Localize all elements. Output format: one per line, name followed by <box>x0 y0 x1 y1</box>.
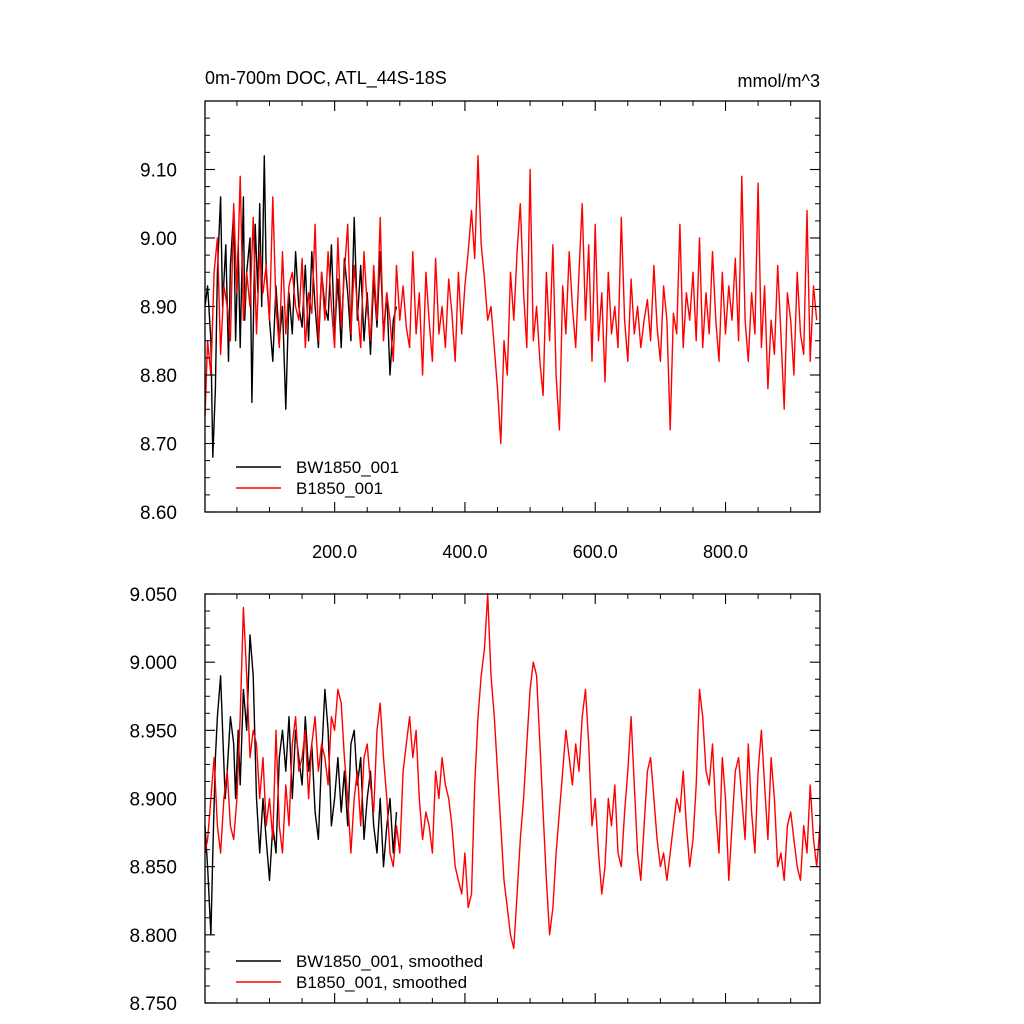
legend-label-b1850-smoothed: B1850_001, smoothed <box>296 973 467 992</box>
y-tick-label: 8.800 <box>129 926 177 947</box>
series-line-b1850-001-smoothed <box>204 593 821 950</box>
y-tick-label: 8.750 <box>129 994 177 1015</box>
legend-label-bw1850: BW1850_001 <box>296 458 399 477</box>
bottom-panel: 8.750 8.800 8.850 8.900 8.950 9.000 9.050 BW18… <box>129 585 821 1015</box>
y-tick-label: 8.850 <box>129 858 177 879</box>
legend-label-b1850: B1850_001 <box>296 479 383 498</box>
y-tick-label: 8.80 <box>140 366 177 387</box>
top-panel-units: mmol/m^3 <box>738 71 820 91</box>
y-tick-label: 8.70 <box>140 435 177 456</box>
top-panel-title: 0m-700m DOC, ATL_44S-18S <box>205 68 447 89</box>
x-tick-label: 800.0 <box>703 542 748 562</box>
y-tick-label: 9.10 <box>140 161 177 182</box>
legend-label-bw1850-smoothed: BW1850_001, smoothed <box>296 952 483 971</box>
bottom-panel-legend: BW1850_001, smoothed B1850_001, smoothed <box>236 952 483 992</box>
y-tick-label: 8.90 <box>140 298 177 319</box>
y-tick-label: 9.050 <box>129 585 177 606</box>
series-line-bw1850-001-smoothed <box>204 634 398 936</box>
y-tick-label: 8.900 <box>129 790 177 811</box>
y-tick-label: 8.60 <box>140 503 177 524</box>
x-tick-label: 400.0 <box>442 542 487 562</box>
top-panel-legend: BW1850_001 B1850_001 <box>236 458 399 498</box>
top-panel: 0m-700m DOC, ATL_44S-18S mmol/m^3 200.0 4… <box>140 68 821 562</box>
x-tick-label: 600.0 <box>573 542 618 562</box>
x-tick-label: 200.0 <box>312 542 357 562</box>
y-tick-label: 9.000 <box>129 653 177 674</box>
y-tick-label: 8.950 <box>129 721 177 742</box>
series-line-b1850-001 <box>204 155 818 445</box>
y-tick-label: 9.00 <box>140 229 177 250</box>
